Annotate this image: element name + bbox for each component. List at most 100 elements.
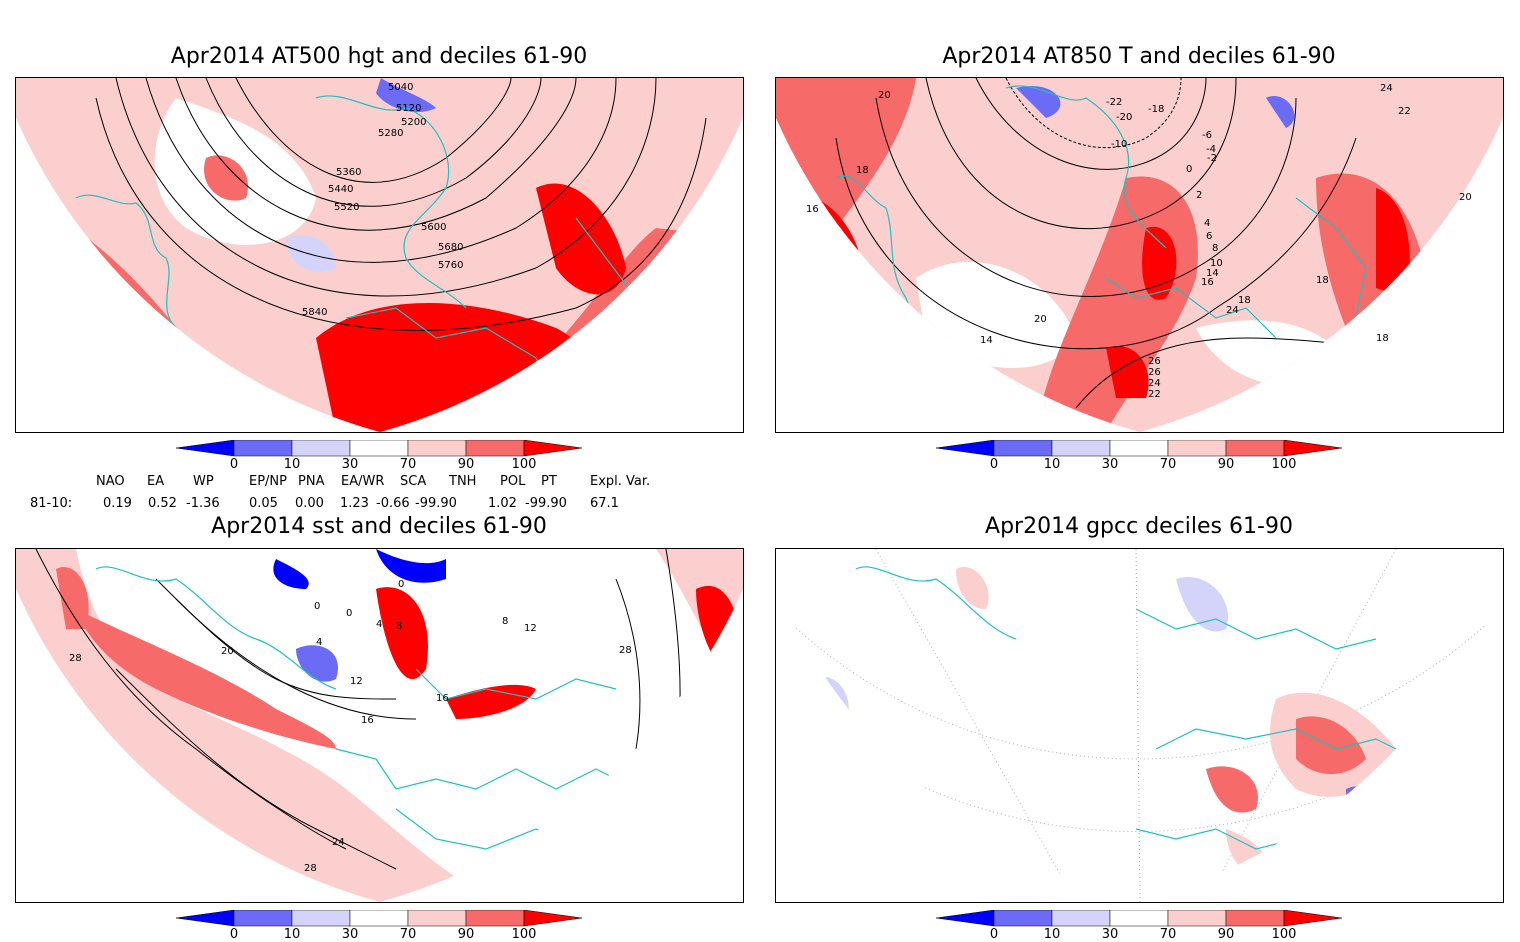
- header-wp: WP: [193, 474, 214, 489]
- contour-label: 5600: [421, 222, 446, 233]
- colorbar-segment: [993, 439, 1053, 457]
- colorbar-tick-label: 100: [1271, 457, 1297, 472]
- value-epnp: 0.05: [249, 496, 278, 511]
- colorbar-segment: [1225, 909, 1285, 927]
- contour-label: -18: [1148, 104, 1164, 115]
- contour-label: 5840: [302, 307, 327, 318]
- colorbar-tick-label: 30: [341, 927, 359, 942]
- value-wp: -1.36: [186, 496, 220, 511]
- contour-label: 0: [1186, 164, 1192, 175]
- contour-label: 2: [1196, 190, 1202, 201]
- contour-label: 5680: [438, 242, 463, 253]
- colorbar-tick-label: 100: [511, 457, 537, 472]
- contour-label: 8: [396, 621, 402, 632]
- contour-label: 22: [1398, 106, 1411, 117]
- contour-label: -20: [1116, 112, 1132, 123]
- contour-label: 18: [1238, 295, 1251, 306]
- colorbar-segment: [465, 909, 525, 927]
- map-panel-gpcc: [775, 548, 1504, 903]
- map-at850-svg: 20 18 24 22 -22 -18 -20 -10 -6 -4 -2 0 2…: [776, 78, 1503, 432]
- colorbar-at850: 0 10 30 70 90 100: [935, 439, 1356, 475]
- value-pna: 0.00: [295, 496, 324, 511]
- value-pt: -99.90: [525, 496, 567, 511]
- colorbar-segment: [465, 439, 525, 457]
- header-epnp: EP/NP: [249, 474, 287, 489]
- colorbar-segment: [1167, 909, 1227, 927]
- contour-label: 5360: [336, 167, 361, 178]
- contour-label: 16: [436, 693, 449, 704]
- contour-label: 4: [376, 619, 382, 630]
- value-expl-var: 67.1: [590, 496, 619, 511]
- contour-label: 16: [361, 715, 374, 726]
- colorbar-segment-below-0: [175, 439, 235, 457]
- colorbar-segment-above-100: [1283, 909, 1343, 927]
- contour-label: 24: [332, 837, 345, 848]
- contour-label: 28: [304, 863, 317, 874]
- colorbar-segment: [1051, 909, 1111, 927]
- colorbar-tick-label: 90: [457, 927, 475, 942]
- colorbar-segment: [349, 439, 409, 457]
- header-tnh: TNH: [449, 474, 477, 489]
- contour-label: 5520: [334, 202, 359, 213]
- map-sst-svg: 0 0 0 4 8 4 20 28 12 16 16 24 28 12 28 8: [16, 549, 743, 902]
- colorbar-segment-below-0: [175, 909, 235, 927]
- header-pol: POL: [500, 474, 526, 489]
- contour-label: -2: [1207, 153, 1217, 164]
- header-eawr: EA/WR: [341, 474, 385, 489]
- contour-label: 0: [346, 608, 352, 619]
- contour-label: 12: [350, 676, 363, 687]
- map-panel-at850: 20 18 24 22 -22 -18 -20 -10 -6 -4 -2 0 2…: [775, 77, 1504, 433]
- colorbar-segment: [291, 909, 351, 927]
- colorbar-tick-label: 70: [399, 927, 417, 942]
- header-pna: PNA: [298, 474, 325, 489]
- contour-label: 24: [1380, 83, 1393, 94]
- colorbar-segment: [349, 909, 409, 927]
- row-label: 81-10:: [30, 496, 73, 511]
- contour-label: -4: [1206, 144, 1216, 155]
- contour-label: 20: [1459, 192, 1472, 203]
- contour-label: 5280: [378, 128, 403, 139]
- colorbar-tick-label: 10: [283, 457, 301, 472]
- contour-label: 6: [1206, 231, 1212, 242]
- contour-label: 14: [1206, 268, 1219, 279]
- map-panel-sst: 0 0 0 4 8 4 20 28 12 16 16 24 28 12 28 8: [15, 548, 744, 903]
- contour-label: 8: [502, 616, 508, 627]
- colorbar-segment: [407, 439, 467, 457]
- panel-title-sst: Apr2014 sst and deciles 61-90: [211, 514, 547, 539]
- contour-label: 10: [1210, 258, 1223, 269]
- contour-label: 20: [1034, 314, 1047, 325]
- contour-label: -10: [1111, 139, 1127, 150]
- contour-label: 26: [1148, 356, 1161, 367]
- value-ea: 0.52: [148, 496, 177, 511]
- panel-title-at850: Apr2014 AT850 T and deciles 61-90: [942, 44, 1336, 69]
- value-nao: 0.19: [103, 496, 132, 511]
- contour-label: 4: [1204, 218, 1210, 229]
- contour-label: 5760: [438, 260, 463, 271]
- contour-label: 5120: [396, 103, 421, 114]
- contour-label: 18: [856, 165, 869, 176]
- contour-label: 0: [314, 601, 320, 612]
- colorbar-tick-label: 90: [1217, 457, 1235, 472]
- colorbar-tick-label: 70: [1159, 927, 1177, 942]
- colorbar-svg: [935, 439, 1343, 457]
- panel-title-at500: Apr2014 AT500 hgt and deciles 61-90: [170, 44, 588, 69]
- colorbar-segment: [1051, 439, 1111, 457]
- header-expl-var: Expl. Var.: [590, 474, 651, 489]
- contour-label: 5040: [388, 82, 413, 93]
- colorbar-tick-label: 90: [1217, 927, 1235, 942]
- colorbar-segment: [1225, 439, 1285, 457]
- value-sca: -0.66: [376, 496, 410, 511]
- colorbar-gpcc: 0 10 30 70 90 100: [935, 909, 1356, 942]
- header-ea: EA: [147, 474, 165, 489]
- colorbar-tick-label: 90: [457, 457, 475, 472]
- contour-label: 12: [524, 623, 537, 634]
- contour-label: 18: [1376, 333, 1389, 344]
- colorbar-segment: [1167, 439, 1227, 457]
- colorbar-segment: [233, 909, 293, 927]
- colorbar-segment-above-100: [1283, 439, 1343, 457]
- colorbar-tick-label: 10: [1043, 927, 1061, 942]
- contour-label: 0: [398, 579, 404, 590]
- colorbar-sst: 0 10 30 70 90 100: [175, 909, 596, 942]
- colorbar-svg: [175, 439, 583, 457]
- teleconnection-table: NAO EA WP EP/NP PNA EA/WR SCA TNH POL PT…: [0, 474, 700, 514]
